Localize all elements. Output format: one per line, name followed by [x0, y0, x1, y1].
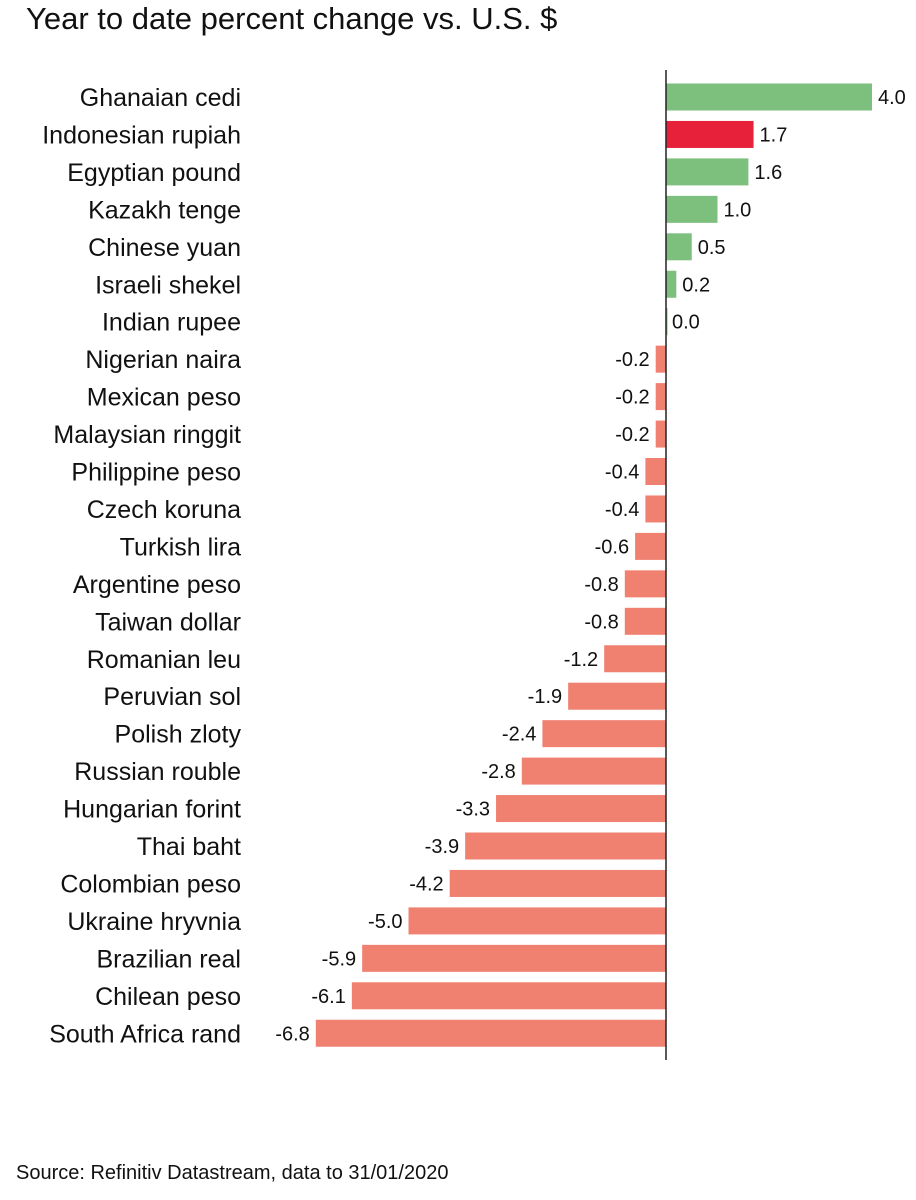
category-label: Turkish lira — [120, 533, 241, 561]
bar — [362, 944, 666, 972]
category-label: Indonesian rupiah — [42, 121, 241, 149]
bar — [635, 532, 666, 560]
bar — [315, 1019, 666, 1047]
category-label: Romanian leu — [87, 646, 241, 674]
bar — [351, 982, 666, 1010]
value-label: -2.4 — [502, 724, 536, 746]
value-label: -6.8 — [275, 1023, 309, 1045]
value-label: -0.2 — [615, 349, 649, 371]
value-label: 0.5 — [698, 237, 726, 259]
chart-title: Year to date percent change vs. U.S. $ — [26, 1, 558, 36]
value-label: -1.9 — [528, 686, 562, 708]
value-label: 1.6 — [754, 162, 782, 184]
category-labels-layer: Ghanaian cedi Indonesian rupiah Egyptian p… — [42, 84, 241, 1048]
value-label: -2.8 — [481, 761, 515, 783]
category-label: Nigerian naira — [85, 346, 241, 374]
bar — [604, 645, 666, 673]
value-label: 1.7 — [760, 124, 788, 146]
value-label: -3.3 — [456, 799, 490, 821]
bar — [645, 458, 666, 485]
value-label: -0.4 — [605, 462, 639, 484]
bar — [666, 83, 872, 111]
category-label: Mexican peso — [87, 384, 241, 412]
value-label: 4.0 — [878, 87, 906, 109]
value-label: 0.2 — [682, 274, 710, 296]
bar — [666, 158, 749, 186]
bar — [568, 682, 666, 710]
bar — [465, 832, 666, 860]
category-label: Brazilian real — [96, 945, 241, 973]
value-label: -0.8 — [584, 574, 618, 596]
value-label: -0.2 — [615, 424, 649, 446]
category-label: Peruvian sol — [103, 683, 241, 711]
bar — [449, 869, 666, 897]
bar — [645, 495, 666, 523]
category-label: Hungarian forint — [63, 796, 241, 824]
value-label: -3.9 — [425, 836, 459, 858]
bar — [655, 383, 666, 411]
bar — [496, 795, 666, 823]
bar — [542, 720, 666, 748]
value-labels-layer: 4.0 1.7 1.61.0 0.5 0.2 0.0 -0.2 -0.2 -0.2 -0.4 -0.… — [275, 87, 905, 1045]
category-label: Taiwan dollar — [95, 608, 241, 636]
bar — [624, 607, 666, 635]
value-label: -0.4 — [605, 499, 639, 521]
value-label: -0.6 — [595, 536, 629, 558]
value-label: -5.0 — [368, 911, 402, 933]
bar — [666, 270, 677, 298]
category-label: Kazakh tenge — [88, 196, 241, 224]
category-label: Chinese yuan — [88, 234, 241, 262]
value-label: 0.0 — [672, 312, 700, 334]
category-label: Indian rupee — [102, 309, 241, 337]
value-label: -6.1 — [311, 986, 345, 1008]
category-label: Philippine peso — [71, 459, 241, 487]
category-label: Ukraine hryvnia — [67, 908, 241, 936]
bars-layer — [315, 83, 872, 1047]
category-label: Chilean peso — [95, 983, 241, 1011]
value-label: 1.0 — [724, 199, 752, 221]
value-label: -0.8 — [584, 611, 618, 633]
category-label: Czech koruna — [87, 496, 241, 524]
category-label: Ghanaian cedi — [80, 84, 241, 112]
category-label: Argentine peso — [73, 571, 241, 599]
category-label: South Africa rand — [49, 1020, 241, 1048]
category-label: Egyptian pound — [67, 159, 241, 187]
bar — [666, 195, 718, 223]
category-label: Russian rouble — [74, 758, 241, 786]
bar — [655, 345, 666, 373]
category-label: Malaysian ringgit — [53, 421, 241, 449]
bar — [624, 570, 666, 598]
category-label: Polish zloty — [115, 721, 242, 749]
value-label: -0.2 — [615, 387, 649, 409]
bar — [666, 233, 692, 261]
value-label: -4.2 — [409, 873, 443, 895]
chart-source: Source: Refinitiv Datastream, data to 31… — [16, 1162, 449, 1184]
category-label: Israeli shekel — [95, 271, 241, 299]
bar — [655, 420, 666, 448]
category-label: Colombian peso — [60, 870, 241, 898]
value-label: -1.2 — [564, 649, 598, 671]
bar — [666, 120, 754, 148]
bar — [408, 907, 666, 935]
category-label: Thai baht — [137, 833, 241, 861]
bar — [521, 757, 666, 785]
value-label: -5.9 — [322, 948, 356, 970]
